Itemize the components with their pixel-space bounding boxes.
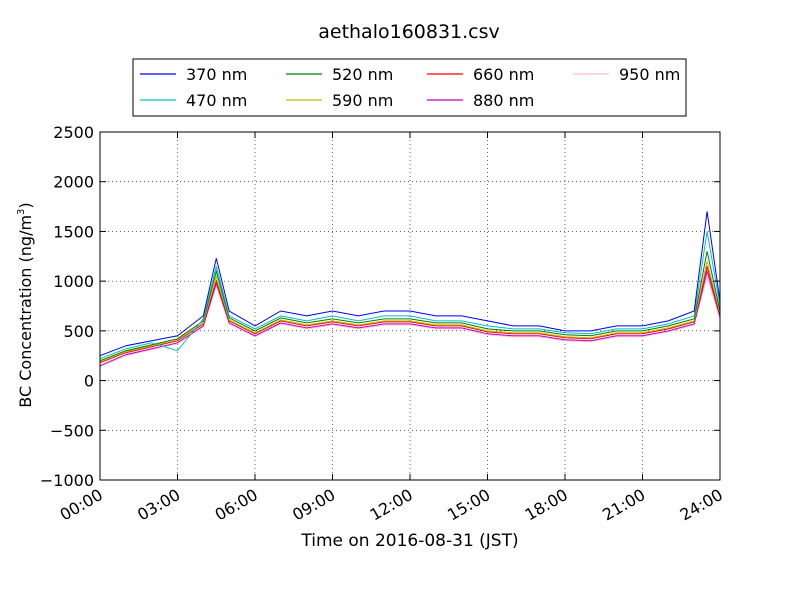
series-line-470-nm [99, 231, 721, 360]
x-tick-label: 24:00 [677, 485, 726, 525]
x-axis-label: Time on 2016-08-31 (JST) [300, 531, 518, 551]
legend-label: 370 nm [186, 65, 247, 84]
legend-label: 470 nm [186, 91, 247, 110]
y-tick-label: −500 [50, 421, 94, 440]
series-line-590-nm [99, 261, 721, 363]
x-tick-label: 09:00 [289, 485, 338, 525]
series-line-520-nm [99, 251, 721, 362]
y-tick-label: 2000 [53, 173, 94, 192]
x-tick-label: 00:00 [57, 485, 106, 525]
y-tick-label: 1500 [53, 222, 94, 241]
y-axis-label-sup: 3 [16, 209, 27, 215]
y-axis-label-end: ) [16, 202, 35, 208]
x-tick-label: 03:00 [134, 485, 183, 525]
legend-box [132, 58, 687, 117]
legend-label: 880 nm [473, 91, 534, 110]
legend: 370 nm 470 nm 520 nm 590 nm 660 nm 880 nm 950 … [132, 58, 687, 117]
y-axis-label-main: BC Concentration (ng/m [16, 215, 35, 408]
y-tick-label: 500 [63, 322, 94, 341]
y-axis-label: BC Concentration (ng/m3) [16, 202, 35, 407]
x-tick-label: 15:00 [444, 485, 493, 525]
series-line-370-nm [99, 211, 721, 357]
plot-area: 00:00 03:00 06:00 09:00 12:00 15:00 18:00 21:00… [40, 123, 726, 525]
y-tick-label: 1000 [53, 272, 94, 291]
x-tick-label: 06:00 [212, 485, 261, 525]
legend-label: 590 nm [332, 91, 393, 110]
legend-label: 520 nm [332, 65, 393, 84]
y-tick-label: 2500 [53, 123, 94, 142]
chart-title: aethalo160831.csv [318, 21, 500, 43]
y-tick-label: −1000 [40, 471, 94, 490]
series-line-880-nm [99, 269, 721, 367]
legend-label: 660 nm [473, 65, 534, 84]
x-tick-label: 21:00 [599, 485, 648, 525]
legend-label: 950 nm [619, 65, 680, 84]
x-tick-label: 18:00 [522, 485, 571, 525]
y-tick-label: 0 [84, 372, 94, 391]
x-tick-label: 12:00 [367, 485, 416, 525]
series-line-660-nm [99, 266, 721, 364]
